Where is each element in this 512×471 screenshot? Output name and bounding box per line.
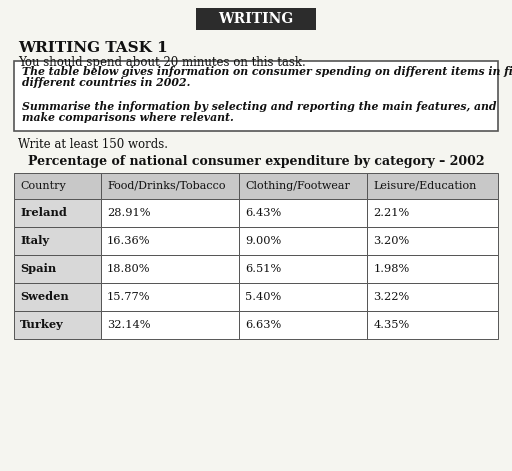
FancyBboxPatch shape <box>14 283 101 311</box>
FancyBboxPatch shape <box>14 311 101 339</box>
FancyBboxPatch shape <box>196 8 316 30</box>
FancyBboxPatch shape <box>14 173 101 199</box>
Text: Write at least 150 words.: Write at least 150 words. <box>18 138 168 151</box>
FancyBboxPatch shape <box>14 255 101 283</box>
Text: 18.80%: 18.80% <box>107 264 151 274</box>
Text: 5.40%: 5.40% <box>245 292 281 302</box>
FancyBboxPatch shape <box>101 227 239 255</box>
FancyBboxPatch shape <box>239 173 367 199</box>
Text: 4.35%: 4.35% <box>373 320 410 330</box>
FancyBboxPatch shape <box>367 173 498 199</box>
Text: different countries in 2002.: different countries in 2002. <box>22 78 190 89</box>
Text: 15.77%: 15.77% <box>107 292 151 302</box>
FancyBboxPatch shape <box>14 61 498 131</box>
Text: 6.63%: 6.63% <box>245 320 281 330</box>
Text: 2.21%: 2.21% <box>373 208 410 218</box>
Text: You should spend about 20 minutes on this task.: You should spend about 20 minutes on thi… <box>18 56 306 69</box>
Text: WRITING: WRITING <box>219 12 293 26</box>
Text: Country: Country <box>20 181 66 191</box>
Text: 28.91%: 28.91% <box>107 208 151 218</box>
Text: WRITING TASK 1: WRITING TASK 1 <box>18 41 168 55</box>
FancyBboxPatch shape <box>367 311 498 339</box>
FancyBboxPatch shape <box>239 227 367 255</box>
FancyBboxPatch shape <box>14 199 101 227</box>
Text: 6.51%: 6.51% <box>245 264 281 274</box>
Text: Spain: Spain <box>20 263 56 275</box>
Text: 3.22%: 3.22% <box>373 292 410 302</box>
FancyBboxPatch shape <box>101 199 239 227</box>
FancyBboxPatch shape <box>101 311 239 339</box>
FancyBboxPatch shape <box>367 199 498 227</box>
Text: Percentage of national consumer expenditure by category – 2002: Percentage of national consumer expendit… <box>28 155 484 168</box>
Text: Clothing/Footwear: Clothing/Footwear <box>245 181 350 191</box>
Text: Ireland: Ireland <box>20 208 67 219</box>
FancyBboxPatch shape <box>14 227 101 255</box>
FancyBboxPatch shape <box>367 227 498 255</box>
FancyBboxPatch shape <box>239 311 367 339</box>
Text: 9.00%: 9.00% <box>245 236 281 246</box>
FancyBboxPatch shape <box>239 199 367 227</box>
Text: Italy: Italy <box>20 236 49 246</box>
Text: Leisure/Education: Leisure/Education <box>373 181 477 191</box>
Text: Summarise the information by selecting and reporting the main features, and: Summarise the information by selecting a… <box>22 100 497 112</box>
Text: Turkey: Turkey <box>20 319 64 331</box>
FancyBboxPatch shape <box>367 255 498 283</box>
Text: Sweden: Sweden <box>20 292 69 302</box>
FancyBboxPatch shape <box>101 283 239 311</box>
Text: 1.98%: 1.98% <box>373 264 410 274</box>
FancyBboxPatch shape <box>101 173 239 199</box>
FancyBboxPatch shape <box>239 283 367 311</box>
Text: 6.43%: 6.43% <box>245 208 281 218</box>
Text: 16.36%: 16.36% <box>107 236 151 246</box>
FancyBboxPatch shape <box>101 255 239 283</box>
Text: 3.20%: 3.20% <box>373 236 410 246</box>
Text: The table below gives information on consumer spending on different items in fiv: The table below gives information on con… <box>22 66 512 77</box>
FancyBboxPatch shape <box>367 283 498 311</box>
FancyBboxPatch shape <box>239 255 367 283</box>
Text: make comparisons where relevant.: make comparisons where relevant. <box>22 112 234 123</box>
Text: 32.14%: 32.14% <box>107 320 151 330</box>
Text: Food/Drinks/Tobacco: Food/Drinks/Tobacco <box>107 181 226 191</box>
